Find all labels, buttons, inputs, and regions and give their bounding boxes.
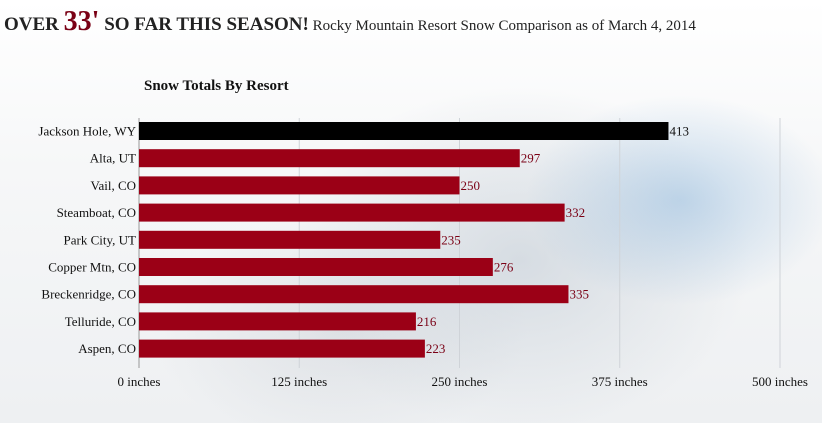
bar [139,230,441,249]
x-tick-label: 125 inches [271,374,327,389]
bar [139,176,460,195]
value-label: 297 [521,151,541,166]
category-label: Park City, UT [64,232,137,247]
category-label: Alta, UT [90,151,136,166]
value-label: 223 [426,341,446,356]
category-label: Telluride, CO [65,314,136,329]
x-tick-label: 250 inches [432,374,488,389]
bar [139,258,493,276]
header-number: 33' [63,6,100,37]
category-label: Vail, CO [91,178,137,193]
category-label: Steamboat, CO [57,205,136,220]
bar [139,339,425,358]
bar [139,203,565,222]
value-label: 332 [566,205,586,220]
x-tick-label: 0 inches [118,374,161,389]
value-label: 335 [569,287,589,302]
chart-title: Snow Totals By Resort [144,78,289,94]
value-label: 216 [417,314,437,329]
bar [139,285,569,304]
bar [139,122,669,140]
value-label: 276 [494,260,514,275]
value-label: 413 [669,124,689,139]
page-header: OVER 33' SO FAR THIS SEASON! Rocky Mount… [4,6,696,38]
bar [139,149,520,168]
x-tick-label: 375 inches [592,374,648,389]
header-subtitle: Rocky Mountain Resort Snow Comparison as… [308,18,696,34]
value-label: 235 [441,232,461,247]
header-over: OVER [4,14,64,35]
category-label: Aspen, CO [78,341,136,356]
x-tick-label: 500 inches [752,374,808,389]
category-label: Breckenridge, CO [41,287,136,302]
category-label: Jackson Hole, WY [38,124,136,139]
bar [139,312,416,331]
value-label: 250 [461,178,481,193]
category-label: Copper Mtn, CO [48,260,136,275]
header-season: SO FAR THIS SEASON! [99,14,309,35]
